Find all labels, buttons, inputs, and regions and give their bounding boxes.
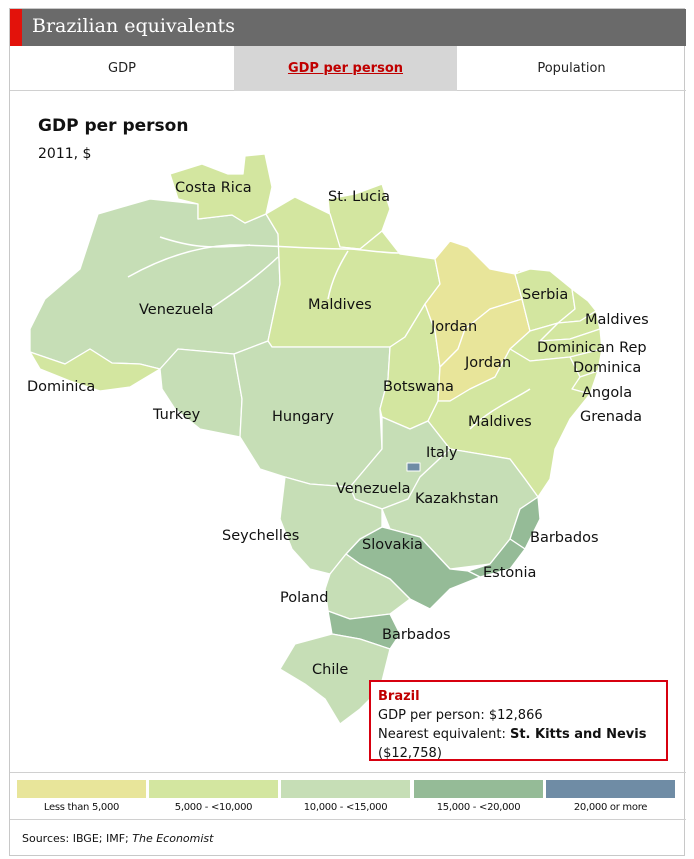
legend-item-5: 20,000 or more: [546, 780, 675, 813]
tab-population[interactable]: Population: [537, 61, 606, 76]
tab-gdp[interactable]: GDP: [108, 61, 136, 76]
state-espirito-santo[interactable]: [509, 496, 541, 550]
state-amazonas[interactable]: [29, 198, 281, 370]
brazil-map: Costa Rica St. Lucia Venezuela Maldives …: [27, 153, 649, 725]
river-amazon: [127, 244, 431, 278]
info-gdp-per-person: GDP per person: $12,866: [378, 708, 543, 723]
info-nearest-prefix: Nearest equivalent:: [378, 727, 510, 742]
label-dominica-ac: Dominica: [27, 379, 95, 395]
label-grenada: Grenada: [580, 409, 642, 425]
info-nearest-country: St. Kitts and Nevis: [509, 727, 647, 742]
legend-item-2: 5,000 - <10,000: [149, 780, 278, 813]
legend-swatch-4: [414, 780, 543, 798]
label-barbados-es: Barbados: [530, 530, 599, 546]
label-hungary: Hungary: [272, 409, 334, 425]
label-kazakhstan: Kazakhstan: [415, 491, 499, 507]
label-angola: Angola: [582, 385, 632, 401]
map-title: GDP per person: [38, 116, 189, 136]
legend-label-3: 10,000 - <15,000: [303, 802, 388, 813]
header-bar: Brazilian equivalents: [10, 9, 686, 46]
legend-item-1: Less than 5,000: [17, 780, 146, 813]
label-venezuela-go: Venezuela: [336, 481, 410, 497]
river-madeira: [209, 256, 279, 310]
header-title: Brazilian equivalents: [32, 15, 235, 37]
header-accent: [10, 9, 22, 46]
state-rondonia[interactable]: [159, 348, 243, 438]
info-nearest-value: ($12,758): [378, 746, 442, 761]
label-maldives-ba: Maldives: [468, 414, 532, 430]
state-rio-grande-do-sul[interactable]: [279, 633, 391, 725]
legend-swatch-1: [17, 780, 146, 798]
legend-item-4: 15,000 - <20,000: [414, 780, 543, 813]
legend-swatch-5: [546, 780, 675, 798]
legend-label-5: 20,000 or more: [573, 802, 648, 813]
map-subtitle: 2011, $: [38, 146, 92, 162]
info-country: Brazil: [378, 689, 420, 704]
state-roraima[interactable]: [169, 153, 273, 224]
info-box: Brazil GDP per person: $12,866 Nearest e…: [369, 680, 668, 761]
label-maldives-pa: Maldives: [308, 297, 372, 313]
tab-bar: GDP GDP per person Population: [10, 46, 686, 91]
sources-prefix: Sources: IBGE; IMF;: [22, 832, 133, 845]
info-nearest-equivalent: Nearest equivalent: St. Kitts and Nevis: [378, 725, 659, 744]
label-estonia: Estonia: [483, 565, 536, 581]
chart-frame: Brazilian equivalents GDP GDP per person…: [9, 8, 686, 856]
river-xingu: [327, 250, 349, 300]
legend-item-3: 10,000 - <15,000: [281, 780, 410, 813]
state-mato-grosso-do-sul[interactable]: [279, 476, 383, 575]
label-poland: Poland: [280, 590, 328, 606]
label-barbados-sc: Barbados: [382, 627, 451, 643]
label-botswana: Botswana: [383, 379, 454, 395]
label-slovakia: Slovakia: [362, 537, 423, 553]
legend: Less than 5,000 5,000 - <10,000 10,000 -…: [10, 772, 686, 820]
label-dominica-pe: Dominica: [573, 360, 641, 376]
state-labels: Costa Rica St. Lucia Venezuela Maldives …: [27, 180, 649, 678]
label-seychelles: Seychelles: [222, 528, 299, 544]
legend-swatch-3: [281, 780, 410, 798]
legend-swatch-2: [149, 780, 278, 798]
label-serbia: Serbia: [522, 287, 568, 303]
state-parana[interactable]: [324, 553, 411, 620]
label-italy: Italy: [426, 445, 458, 461]
label-jordan-pi: Jordan: [464, 355, 511, 371]
sources-note: Sources: IBGE; IMF; The Economist: [22, 832, 213, 845]
label-st-lucia: St. Lucia: [328, 189, 390, 205]
label-costa-rica: Costa Rica: [175, 180, 252, 196]
label-venezuela-am: Venezuela: [139, 302, 213, 318]
label-maldives-rn: Maldives: [585, 312, 649, 328]
label-chile: Chile: [312, 662, 348, 678]
label-dominican-rep: Dominican Rep: [537, 340, 647, 356]
tab-gdp-per-person[interactable]: GDP per person: [234, 46, 457, 91]
legend-label-1: Less than 5,000: [43, 802, 120, 813]
sources-publication: The Economist: [132, 832, 214, 845]
rivers: [127, 236, 531, 430]
state-distrito-federal[interactable]: [406, 462, 421, 472]
label-jordan-ma: Jordan: [430, 319, 477, 335]
legend-label-2: 5,000 - <10,000: [174, 802, 253, 813]
river-rio-negro: [159, 236, 251, 248]
label-turkey: Turkey: [152, 407, 201, 423]
river-sao-francisco: [469, 388, 531, 430]
legend-label-4: 15,000 - <20,000: [436, 802, 521, 813]
